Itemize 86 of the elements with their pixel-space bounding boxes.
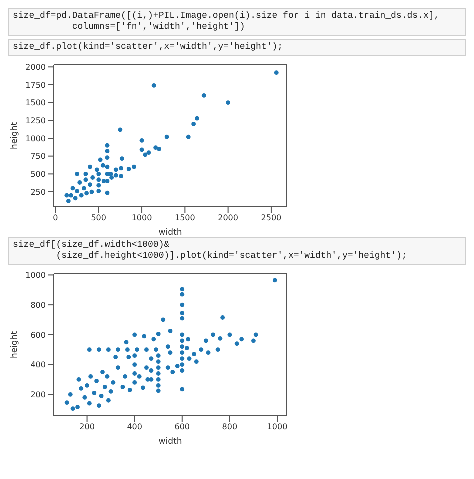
- x-tick-label: 2000: [218, 214, 238, 223]
- point: [119, 174, 124, 179]
- point: [110, 176, 114, 180]
- text: size_df=pd.DataFrame([(i,)+PIL.Image.open(i).size for i in data.train_ds.ds.x], columns=['fn','width','height']): [8, 8, 466, 36]
- point: [152, 83, 156, 88]
- point: [140, 148, 144, 152]
- x-tick-label: 500: [91, 214, 107, 223]
- point: [105, 149, 110, 154]
- x-tick-label: 0: [53, 214, 58, 223]
- point: [88, 164, 92, 170]
- x-tick-label: 2500: [261, 214, 282, 223]
- point: [119, 166, 124, 171]
- point: [186, 134, 191, 140]
- y-tick-label: 1500: [26, 98, 46, 108]
- point: [108, 172, 114, 176]
- point: [66, 199, 71, 204]
- point: [120, 156, 124, 162]
- x-tick-label: 1000: [132, 214, 152, 223]
- x-axis-title: width: [158, 437, 182, 447]
- point: [118, 128, 123, 132]
- point: [126, 166, 132, 172]
- text: size_df.plot(kind='scatter',x='width',y='height');: [8, 39, 466, 56]
- point: [64, 193, 70, 198]
- point: [84, 178, 88, 182]
- y-tick-label: 1000: [26, 271, 46, 280]
- point: [94, 168, 100, 172]
- point: [274, 70, 279, 76]
- point: [226, 100, 231, 106]
- point: [102, 179, 106, 184]
- y-tick-label: 500: [30, 170, 46, 180]
- point: [105, 164, 110, 170]
- x-tick-label: 1500: [174, 214, 196, 223]
- point: [73, 196, 78, 201]
- point: [96, 189, 102, 194]
- point: [78, 180, 82, 185]
- point: [105, 179, 110, 184]
- point: [79, 193, 84, 198]
- text: size_df[(size_df.width<1000)& (size_df.height<1000)].plot(kind='scatter',x='width',y='height');: [8, 237, 466, 265]
- point: [90, 190, 94, 194]
- point: [105, 143, 110, 148]
- y-axis-title: height: [10, 330, 20, 359]
- point: [157, 147, 162, 152]
- y-tick-label: 1250: [26, 116, 46, 126]
- point: [70, 186, 76, 191]
- point: [75, 189, 80, 194]
- y-tick-label: 750: [30, 152, 46, 162]
- point: [105, 190, 110, 196]
- point: [88, 182, 92, 188]
- point: [75, 172, 80, 176]
- point: [96, 178, 102, 182]
- point: [140, 138, 144, 143]
- point: [69, 193, 74, 198]
- point: [164, 134, 170, 140]
- point: [96, 183, 102, 188]
- point: [90, 176, 96, 180]
- point: [143, 152, 148, 158]
- y-tick-label: 1750: [26, 80, 46, 90]
- point: [146, 150, 152, 155]
- y-tick-label: 2000: [26, 62, 46, 72]
- x-axis-title: width: [158, 228, 182, 238]
- point: [154, 146, 158, 150]
- point: [84, 172, 88, 176]
- x-tick-label: 1000: [267, 422, 288, 432]
- x-tick-label: 200: [80, 422, 95, 432]
- y-axis-title: height: [10, 122, 20, 150]
- y-tick-label: 200: [30, 390, 46, 400]
- y-tick-label: 1000: [26, 134, 46, 144]
- y-tick-label: 400: [30, 360, 46, 370]
- point: [96, 172, 102, 176]
- point: [195, 116, 200, 121]
- x-tick-label: 800: [222, 422, 238, 432]
- point: [100, 163, 106, 168]
- point: [192, 122, 196, 126]
- point: [105, 156, 110, 160]
- point: [114, 168, 118, 172]
- y-tick-label: 600: [30, 330, 46, 340]
- point: [84, 191, 89, 196]
- point: [202, 93, 206, 98]
- x-tick-label: 400: [127, 422, 142, 432]
- point: [132, 164, 136, 170]
- x-tick-label: 600: [174, 422, 190, 432]
- y-tick-label: 250: [30, 188, 46, 197]
- point: [114, 173, 118, 178]
- y-tick-label: 800: [30, 300, 46, 310]
- point: [82, 186, 86, 191]
- point: [98, 158, 103, 162]
